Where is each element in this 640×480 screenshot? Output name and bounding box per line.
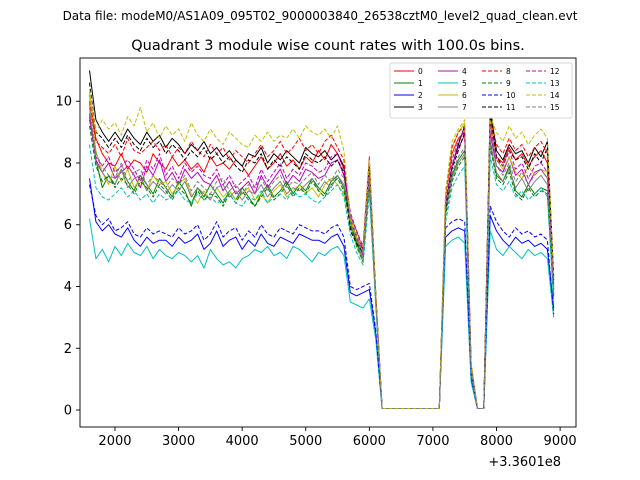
legend-label-12: 12 bbox=[550, 67, 560, 76]
legend-label-11: 11 bbox=[506, 103, 516, 112]
series-group bbox=[89, 70, 555, 409]
x-tick-label-4000: 4000 bbox=[226, 434, 259, 449]
data-file-suptitle: Data file: modeM0/AS1A09_095T02_90000038… bbox=[63, 9, 578, 23]
series-line-14 bbox=[89, 88, 555, 409]
legend-label-5: 5 bbox=[462, 79, 467, 88]
legend-label-2: 2 bbox=[418, 91, 423, 100]
x-tick-label-9000: 9000 bbox=[544, 434, 577, 449]
x-tick-label-6000: 6000 bbox=[353, 434, 386, 449]
series-line-4 bbox=[89, 113, 555, 409]
series-line-15 bbox=[89, 104, 555, 409]
y-tick-label-10: 10 bbox=[55, 95, 72, 110]
legend-label-3: 3 bbox=[418, 103, 423, 112]
series-line-11 bbox=[89, 82, 555, 409]
x-tick-label-7000: 7000 bbox=[416, 434, 449, 449]
legend-label-14: 14 bbox=[550, 91, 560, 100]
x-tick-label-3000: 3000 bbox=[162, 434, 195, 449]
legend-frame bbox=[389, 62, 573, 119]
legend-label-10: 10 bbox=[506, 91, 516, 100]
axes-frame bbox=[79, 57, 577, 428]
x-axis-offset-label: +3.3601e8 bbox=[488, 455, 561, 470]
series-line-3 bbox=[89, 70, 555, 409]
legend-label-9: 9 bbox=[506, 79, 511, 88]
y-tick-label-8: 8 bbox=[64, 156, 72, 171]
series-line-12 bbox=[89, 119, 555, 409]
legend-label-15: 15 bbox=[550, 103, 560, 112]
series-line-9 bbox=[89, 125, 555, 409]
legend-label-4: 4 bbox=[462, 67, 467, 76]
y-tick-label-6: 6 bbox=[64, 218, 72, 233]
legend-label-13: 13 bbox=[550, 79, 560, 88]
legend-label-7: 7 bbox=[462, 103, 467, 112]
legend-label-6: 6 bbox=[462, 91, 467, 100]
x-tick-label-2000: 2000 bbox=[98, 434, 131, 449]
legend-label-8: 8 bbox=[506, 67, 511, 76]
y-tick-label-0: 0 bbox=[64, 404, 72, 419]
x-tick-label-8000: 8000 bbox=[480, 434, 513, 449]
x-tick-label-5000: 5000 bbox=[289, 434, 322, 449]
series-line-7 bbox=[89, 107, 555, 409]
chart-title: Quadrant 3 module wise count rates with … bbox=[131, 38, 525, 54]
legend-label-1: 1 bbox=[418, 79, 423, 88]
series-line-8 bbox=[89, 101, 555, 409]
y-tick-label-2: 2 bbox=[64, 342, 72, 357]
legend-label-0: 0 bbox=[418, 67, 423, 76]
plot-area: 2000 3000 4000 5000 6000 7000 8000 9000 0 2 4 6 8 10 0… bbox=[55, 57, 577, 449]
y-tick-label-4: 4 bbox=[64, 280, 72, 295]
